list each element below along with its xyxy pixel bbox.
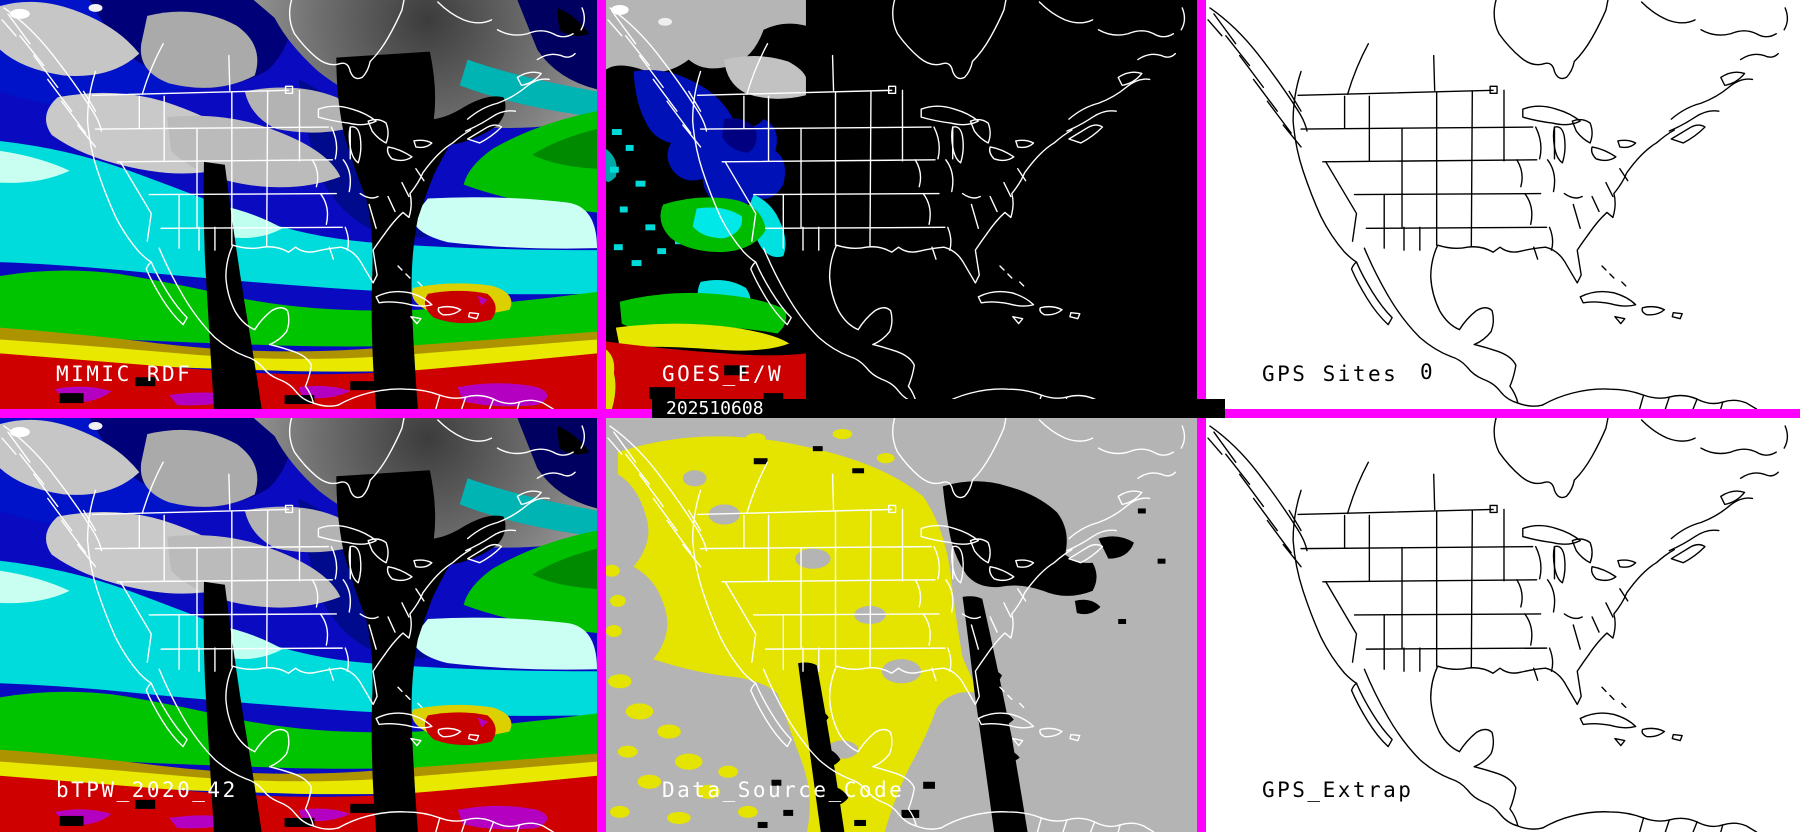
north-america-map-outline <box>1 418 586 832</box>
timestamp-value: 202510608 <box>666 398 764 419</box>
panel-label-btpw-2020-42: bTPW_2020_42 <box>56 778 238 802</box>
north-america-map-outline <box>1 0 586 409</box>
gps-sites-count: 0 <box>1420 360 1436 384</box>
panel-label-goes-ew: GOES_E/W <box>662 362 784 386</box>
panel-label-data-source-code: Data_Source_Code <box>662 778 905 802</box>
panel-gps-extrap[interactable]: GPS_Extrap <box>1206 418 1800 832</box>
panel-mimic-rdf[interactable]: MIMIC RDF <box>0 0 597 409</box>
panel-goes-ew[interactable]: GOES_E/W <box>606 0 1197 409</box>
panel-label-gps-sites: GPS Sites <box>1262 362 1399 386</box>
north-america-map-outline <box>607 0 1186 409</box>
panel-data-source-code[interactable]: Data_Source_Code <box>606 418 1197 832</box>
panel-label-mimic-rdf: MIMIC RDF <box>56 362 193 386</box>
north-america-map-outline <box>1207 0 1789 409</box>
panel-gps-sites[interactable]: GPS Sites 0 <box>1206 0 1800 409</box>
timestamp-bar: 202510608 <box>652 399 1225 418</box>
panel-btpw-2020-42[interactable]: bTPW_2020_42 <box>0 418 597 832</box>
north-america-map-outline <box>1207 418 1789 832</box>
panel-label-gps-extrap: GPS_Extrap <box>1262 778 1414 802</box>
north-america-map-outline <box>607 418 1186 832</box>
